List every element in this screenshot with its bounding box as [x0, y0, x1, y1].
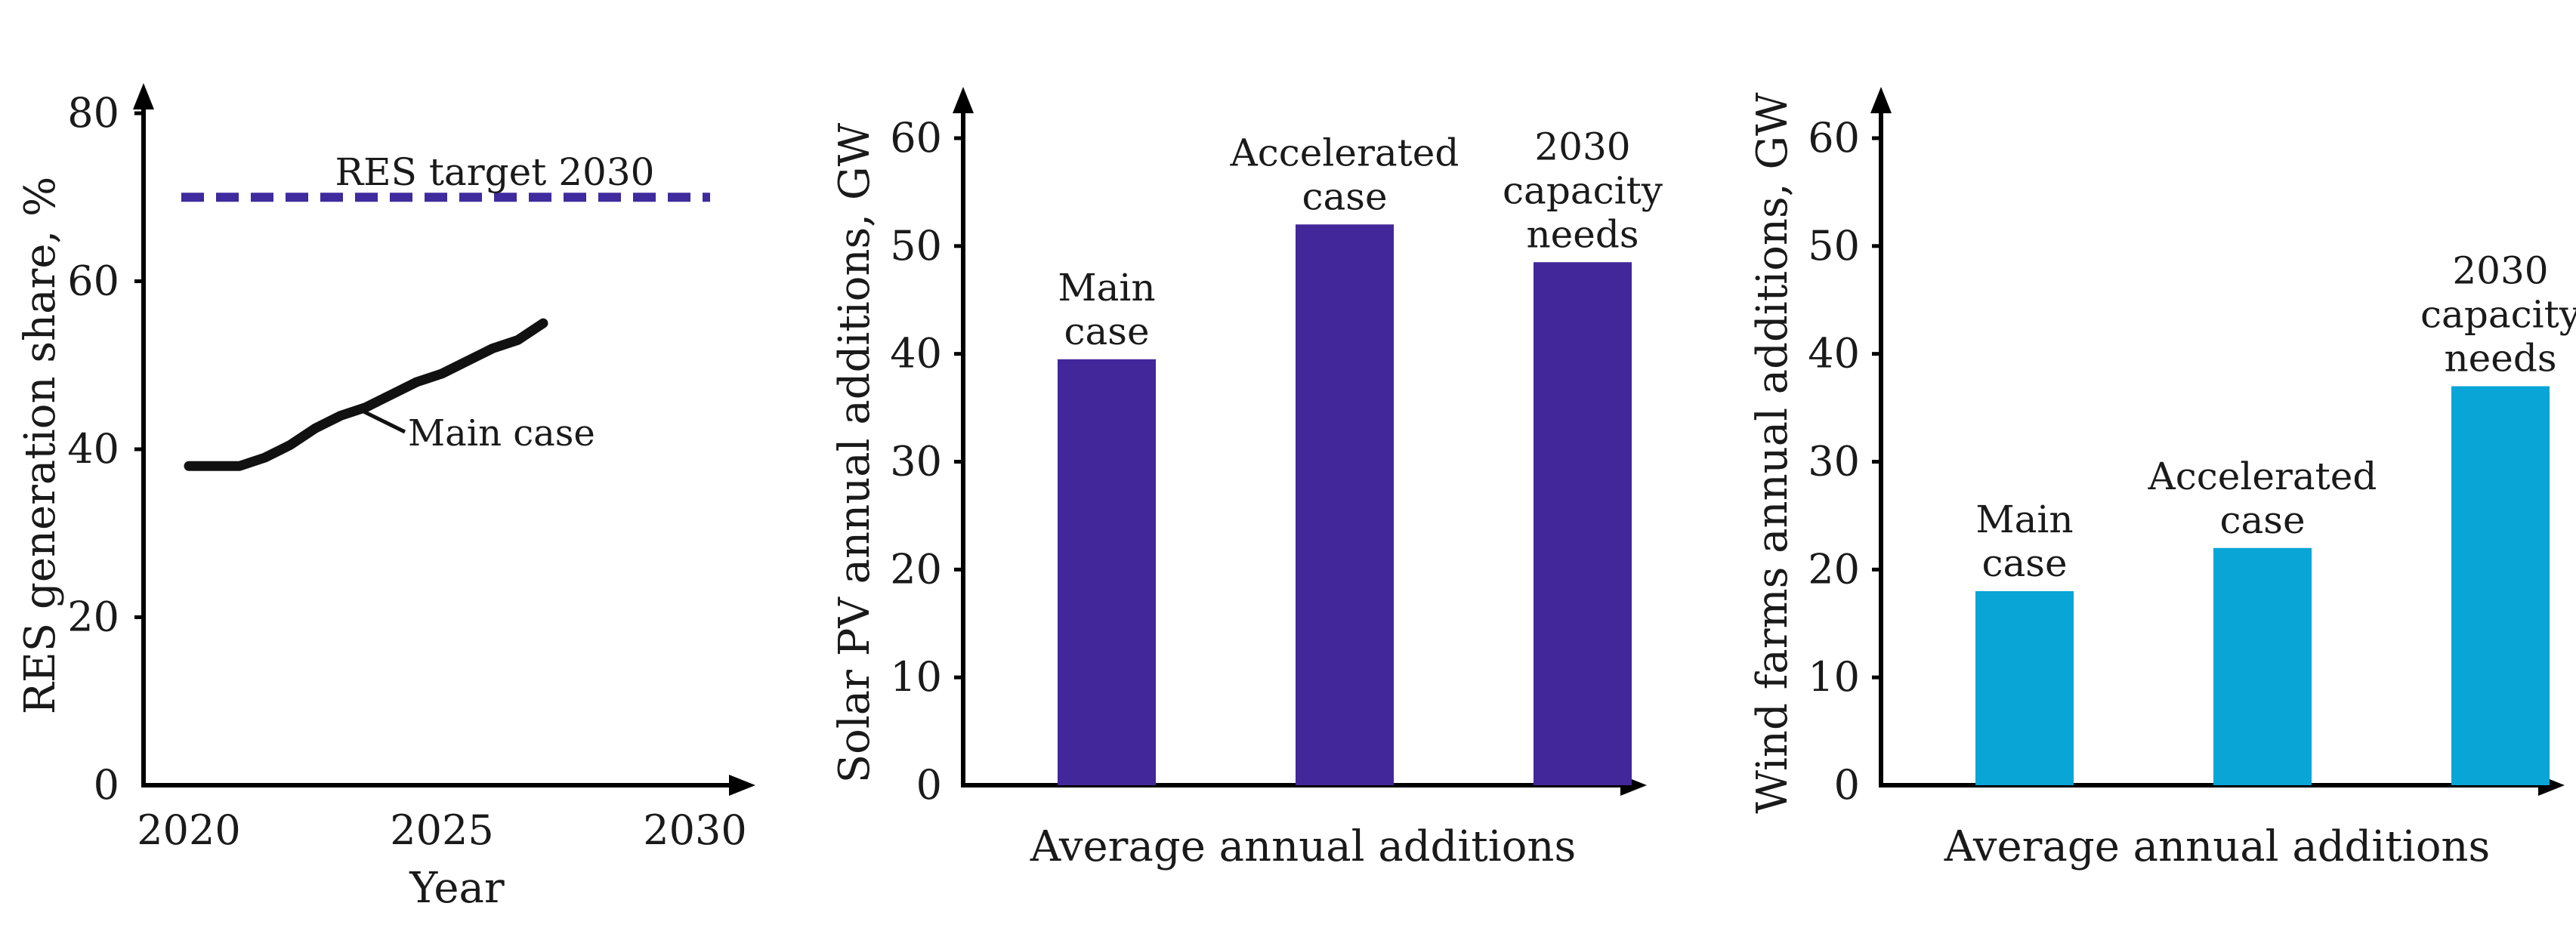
- solar-bar-label: 2030: [1534, 125, 1630, 168]
- solar-y-tick-label: 30: [890, 438, 942, 485]
- solar-bar-label: case: [1302, 174, 1387, 218]
- solar-y-tick-label: 50: [890, 222, 942, 270]
- wind-x-label: Average annual additions: [1944, 822, 2491, 871]
- wind-y-tick-label: 40: [1808, 330, 1860, 378]
- res-x-axis-arrow: [729, 775, 755, 796]
- solar-y-tick-label: 20: [890, 545, 942, 593]
- solar-bar: [1534, 262, 1632, 786]
- wind-bar-label: case: [2219, 498, 2305, 542]
- res-y-label: RES generation share, %: [16, 177, 65, 714]
- wind-y-tick-label: 50: [1808, 222, 1860, 270]
- solar-y-tick-label: 0: [916, 761, 942, 809]
- solar-y-tick-label: 40: [890, 330, 942, 378]
- wind-bar-label: needs: [2444, 337, 2556, 381]
- solar-y-tick-label: 10: [890, 653, 942, 701]
- wind-bar-label: case: [1981, 541, 2067, 585]
- res-y-tick-label: 0: [94, 761, 119, 809]
- wind-y-tick-label: 60: [1808, 114, 1860, 162]
- solar-bar-label: case: [1064, 310, 1149, 353]
- wind-y-tick-label: 30: [1808, 438, 1860, 485]
- wind-y-tick-label: 20: [1808, 545, 1860, 593]
- solar-bar-label: capacity: [1503, 168, 1663, 212]
- wind-y-axis-arrow: [1870, 87, 1892, 113]
- wind-bar: [2451, 386, 2550, 785]
- wind-y-label: Wind farms annual additions, GW: [1748, 92, 1797, 814]
- res-y-axis-arrow: [133, 83, 154, 109]
- solar-y-axis-arrow: [953, 87, 974, 113]
- wind-bar: [1975, 590, 2074, 785]
- res-y-tick-label: 80: [67, 89, 119, 137]
- wind-y-tick-label: 0: [1834, 761, 1860, 809]
- solar-y-tick-label: 60: [890, 114, 942, 162]
- solar-bar-label: Accelerated: [1230, 131, 1459, 174]
- solar-bar: [1296, 224, 1394, 785]
- res-y-tick-label: 40: [67, 425, 119, 473]
- solar-x-label: Average annual additions: [1030, 822, 1577, 871]
- res-main-case-leader: [354, 405, 406, 434]
- res-y-tick-label: 60: [67, 257, 119, 305]
- solar-bar-label: Main: [1058, 266, 1155, 310]
- solar-bar: [1058, 359, 1156, 785]
- res-x-label: Year: [409, 864, 505, 913]
- res-main-case-line: [184, 318, 548, 471]
- res-main-case-label: Main case: [408, 412, 595, 455]
- chart-res-share: 0 20 40 60 80 2020 2025 2030 RES target 2030 M…: [16, 83, 755, 913]
- wind-bar-label: Main: [1975, 498, 2073, 541]
- wind-y-tick-label: 10: [1808, 653, 1860, 701]
- solar-bar-label: needs: [1526, 212, 1639, 256]
- wind-bar-label: Accelerated: [2148, 455, 2377, 498]
- res-x-tick-label: 2025: [390, 806, 493, 854]
- solar-y-label: Solar PV annual additions, GW: [830, 122, 879, 783]
- wind-bar-label: capacity: [2420, 293, 2576, 337]
- res-x-tick-label: 2030: [643, 806, 746, 854]
- wind-bar: [2213, 547, 2312, 785]
- wind-bar-label: 2030: [2452, 249, 2548, 293]
- res-target-label: RES target 2030: [335, 150, 655, 194]
- res-y-tick-label: 20: [67, 593, 119, 641]
- res-x-tick-label: 2020: [137, 806, 240, 854]
